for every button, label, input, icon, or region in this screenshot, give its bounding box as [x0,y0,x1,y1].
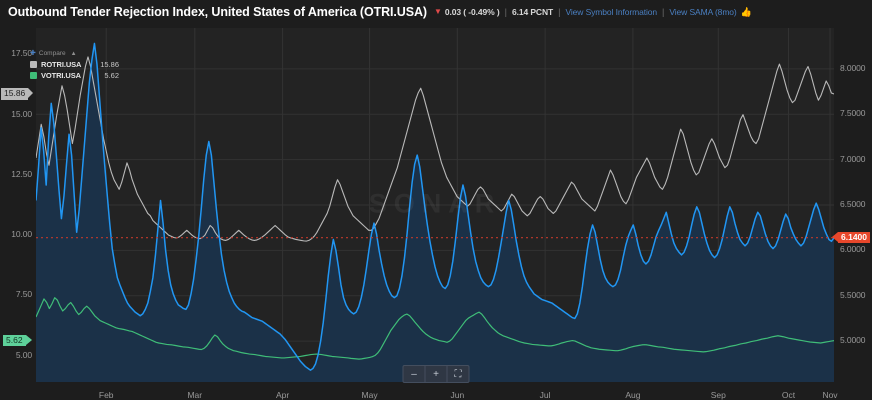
y-axis-right-tick: 8.0000 [840,62,866,73]
x-axis-tick: Mar [187,390,203,400]
legend-swatch-votri [30,72,37,80]
plus-icon[interactable]: ✚ [30,50,36,57]
compare-legend[interactable]: ✚ Compare ▲ ROTRI.USA 15.86 VOTRI.USA 5.… [30,50,119,81]
right-price-badge-otri: 6.1400 [832,231,870,244]
y-axis-left-tick: 10.00 [11,229,32,240]
last-value: 6.14 PCNT [511,7,554,17]
x-axis-tick: Feb [98,390,114,400]
chart-svg [36,28,834,382]
y-axis-right-tick: 7.5000 [840,108,866,119]
chevron-up-icon[interactable]: ▲ [70,50,77,57]
change-value: 0.03 ( -0.49% ) [444,7,500,17]
y-axis-left-tick: 5.00 [15,349,32,360]
legend-header[interactable]: ✚ Compare ▲ [30,50,119,59]
left-price-badge-rotri: 15.86 [1,87,34,100]
view-symbol-information-link[interactable]: View Symbol Information [565,7,657,17]
fullscreen-button[interactable]: ⛶ [454,368,462,380]
legend-name-votri: VOTRI.USA [41,71,81,81]
zoom-in-button[interactable]: + [426,366,448,382]
x-axis-tick: Jul [539,390,551,400]
y-axis-left-tick: 7.50 [15,289,32,300]
thumbs-up-icon: 👍 [740,6,752,17]
compare-label: Compare [38,50,66,58]
x-axis-tick: Nov [822,390,838,400]
header-separator: | [558,7,561,17]
y-axis-left-tick: 12.50 [11,168,32,179]
y-axis-right-tick: 6.5000 [840,199,866,209]
series-layer [36,42,834,382]
zoom-out-button[interactable]: – [404,366,426,382]
x-axis-tick: Apr [275,390,290,400]
y-axis-right-tick: 7.0000 [840,153,866,164]
legend-value-rotri: 15.86 [100,60,119,70]
page-title: Outbound Tender Rejection Index, United … [8,5,427,19]
y-axis-left-tick: 15.00 [11,108,32,119]
chart-container: SONAR ✚ Compare ▲ ROTRI.USA 15.86 VOTRI.… [0,24,872,400]
header-separator: | [504,7,507,17]
x-axis-tick: Aug [625,390,641,400]
x-axis-tick: Jun [450,390,465,400]
legend-item-votri[interactable]: VOTRI.USA 5.62 [30,71,119,80]
legend-name-rotri: ROTRI.USA [41,60,82,70]
y-axis-right-tick: 5.0000 [840,335,866,346]
legend-item-rotri[interactable]: ROTRI.USA 15.86 [30,60,119,69]
triangle-down-icon: ▼ [433,7,442,16]
header-separator: | [662,7,665,17]
plot-area[interactable]: SONAR [36,28,834,382]
y-axis-left-tick: 17.50 [11,48,32,59]
zoom-toolbar[interactable]: – + ⛶ [402,365,470,383]
legend-swatch-rotri [30,61,37,69]
x-axis-tick: Sep [710,390,726,400]
left-price-badge-votri: 5.62 [3,334,31,347]
y-axis-right-tick: 5.5000 [840,289,866,300]
legend-value-votri: 5.62 [104,71,119,81]
x-axis-tick: Oct [781,390,796,400]
y-axis-right-tick: 6.0000 [840,244,866,255]
x-axis-tick: May [361,390,378,400]
chart-header: Outbound Tender Rejection Index, United … [0,0,872,24]
view-sama-link[interactable]: View SAMA (8mo) [669,7,737,17]
